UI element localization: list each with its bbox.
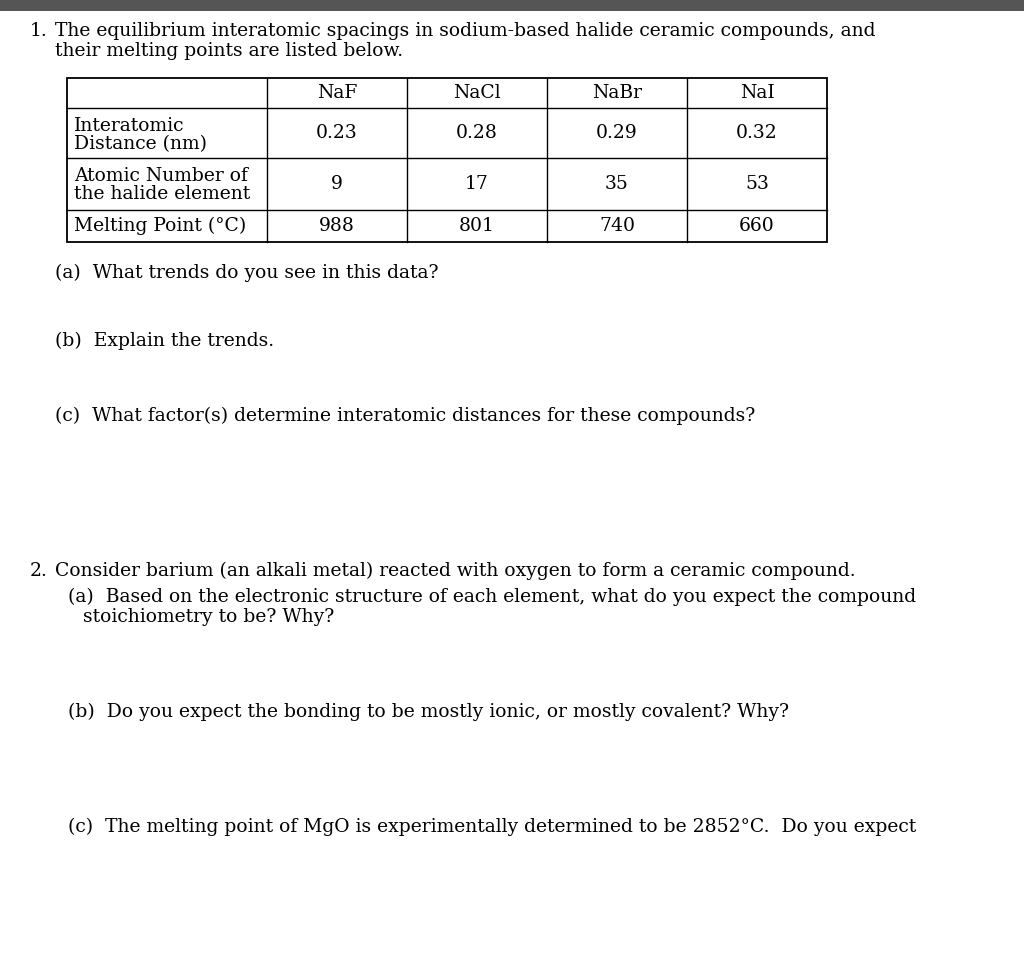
Bar bbox=[67, 78, 827, 242]
Text: 988: 988 bbox=[319, 217, 355, 235]
Text: Distance (nm): Distance (nm) bbox=[74, 135, 207, 153]
Text: (c)  The melting point of MgO is experimentally determined to be 2852°C.  Do you: (c) The melting point of MgO is experime… bbox=[68, 818, 916, 837]
Text: Consider barium (an alkali metal) reacted with oxygen to form a ceramic compound: Consider barium (an alkali metal) reacte… bbox=[55, 562, 856, 581]
Text: 53: 53 bbox=[745, 175, 769, 193]
Text: 35: 35 bbox=[605, 175, 629, 193]
Text: (c)  What factor(s) determine interatomic distances for these compounds?: (c) What factor(s) determine interatomic… bbox=[55, 407, 756, 425]
Bar bbox=[0, 0, 1024, 11]
Text: NaCl: NaCl bbox=[454, 84, 501, 102]
Text: 0.29: 0.29 bbox=[596, 124, 638, 142]
Text: Atomic Number of: Atomic Number of bbox=[74, 167, 248, 185]
Text: 0.32: 0.32 bbox=[736, 124, 778, 142]
Text: 17: 17 bbox=[465, 175, 488, 193]
Text: (a)  Based on the electronic structure of each element, what do you expect the c: (a) Based on the electronic structure of… bbox=[68, 588, 916, 607]
Text: (a)  What trends do you see in this data?: (a) What trends do you see in this data? bbox=[55, 264, 438, 282]
Text: 1.: 1. bbox=[30, 22, 48, 40]
Text: 801: 801 bbox=[459, 217, 495, 235]
Text: (b)  Do you expect the bonding to be mostly ionic, or mostly covalent? Why?: (b) Do you expect the bonding to be most… bbox=[68, 703, 790, 722]
Text: 9: 9 bbox=[331, 175, 343, 193]
Text: NaBr: NaBr bbox=[592, 84, 642, 102]
Text: their melting points are listed below.: their melting points are listed below. bbox=[55, 42, 403, 60]
Text: stoichiometry to be? Why?: stoichiometry to be? Why? bbox=[83, 608, 334, 626]
Text: the halide element: the halide element bbox=[74, 185, 250, 203]
Text: NaF: NaF bbox=[316, 84, 357, 102]
Text: (b)  Explain the trends.: (b) Explain the trends. bbox=[55, 332, 274, 351]
Text: 660: 660 bbox=[739, 217, 775, 235]
Text: 2.: 2. bbox=[30, 562, 48, 580]
Text: Interatomic: Interatomic bbox=[74, 117, 184, 135]
Text: Melting Point (°C): Melting Point (°C) bbox=[74, 217, 246, 235]
Text: NaI: NaI bbox=[739, 84, 774, 102]
Text: 0.23: 0.23 bbox=[316, 124, 357, 142]
Text: The equilibrium interatomic spacings in sodium-based halide ceramic compounds, a: The equilibrium interatomic spacings in … bbox=[55, 22, 876, 40]
Text: 740: 740 bbox=[599, 217, 635, 235]
Text: 0.28: 0.28 bbox=[456, 124, 498, 142]
